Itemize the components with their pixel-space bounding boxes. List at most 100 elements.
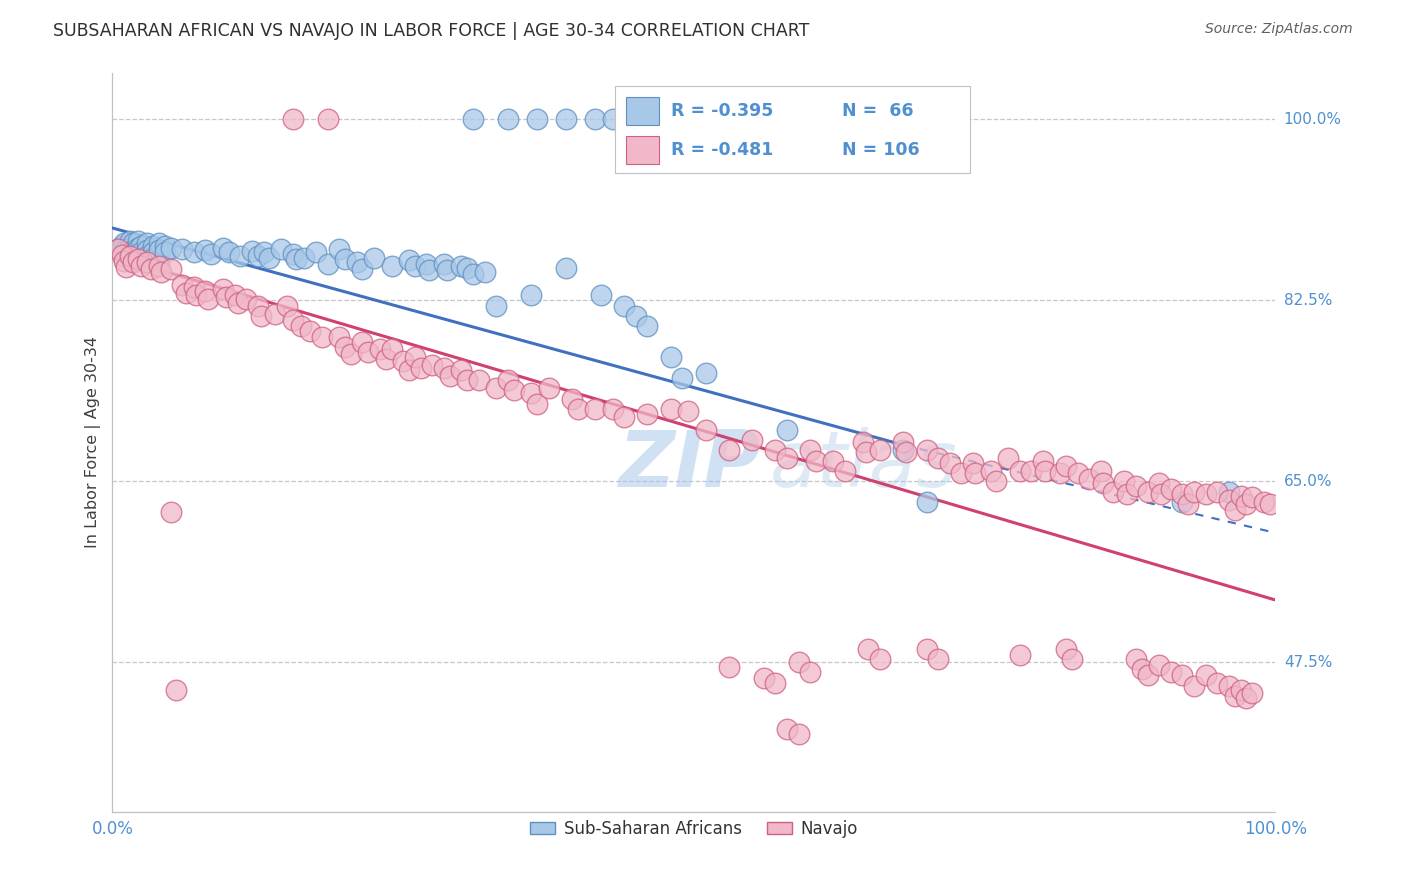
Point xyxy=(823,453,845,467)
Point xyxy=(174,286,197,301)
Point xyxy=(118,247,141,261)
Text: 65.0%: 65.0% xyxy=(1284,474,1333,489)
Point xyxy=(252,244,274,259)
Point xyxy=(997,451,1019,466)
Point xyxy=(1229,489,1251,503)
Point xyxy=(131,238,153,252)
Point xyxy=(142,244,165,259)
Point xyxy=(112,254,135,268)
Point xyxy=(346,255,368,269)
Point xyxy=(613,298,636,312)
Point xyxy=(246,249,269,263)
Point xyxy=(1008,464,1031,478)
Point xyxy=(695,423,717,437)
Point xyxy=(194,284,217,298)
Point xyxy=(328,329,350,343)
Text: R = -0.395: R = -0.395 xyxy=(671,102,773,120)
Point xyxy=(986,474,1008,488)
Point xyxy=(485,298,508,312)
Point xyxy=(172,242,194,256)
Point xyxy=(436,263,458,277)
Point xyxy=(695,112,717,127)
Point xyxy=(468,373,491,387)
Point xyxy=(456,373,478,387)
Point xyxy=(1171,486,1194,500)
Point xyxy=(212,241,235,255)
Point xyxy=(665,112,688,127)
Point xyxy=(127,241,149,255)
Point xyxy=(602,401,624,416)
Point xyxy=(418,263,440,277)
Bar xyxy=(627,96,659,125)
Point xyxy=(561,392,583,406)
Point xyxy=(235,293,257,307)
Point xyxy=(776,423,799,437)
FancyBboxPatch shape xyxy=(614,86,970,173)
Point xyxy=(136,236,159,251)
Point xyxy=(118,235,141,249)
Point xyxy=(352,334,374,349)
Point xyxy=(1223,503,1246,517)
Point xyxy=(787,727,810,741)
Point xyxy=(159,241,181,255)
Point xyxy=(763,112,786,127)
Point xyxy=(127,235,149,249)
Point xyxy=(415,257,437,271)
Point xyxy=(246,298,269,312)
Point xyxy=(1195,668,1218,682)
Point xyxy=(671,371,693,385)
Point xyxy=(1171,495,1194,509)
Point xyxy=(111,238,134,252)
Point xyxy=(409,360,432,375)
Point xyxy=(1160,483,1182,497)
Point xyxy=(676,404,699,418)
Point xyxy=(148,259,170,273)
Point xyxy=(613,410,636,425)
Point xyxy=(1234,691,1257,706)
Point xyxy=(1206,675,1229,690)
Point xyxy=(118,241,141,255)
Point xyxy=(111,248,134,262)
Point xyxy=(1130,662,1153,676)
Point xyxy=(107,242,129,256)
Point xyxy=(461,268,484,282)
Point xyxy=(891,443,914,458)
Point xyxy=(915,641,938,656)
Point xyxy=(537,381,560,395)
Point xyxy=(398,253,420,268)
Point xyxy=(851,434,873,449)
Point xyxy=(1206,484,1229,499)
Point xyxy=(136,249,159,263)
Point xyxy=(496,373,519,387)
Point xyxy=(311,329,333,343)
Point xyxy=(226,296,249,310)
Text: atlas: atlas xyxy=(769,426,957,502)
Point xyxy=(316,257,339,271)
Point xyxy=(1054,458,1077,473)
Text: Source: ZipAtlas.com: Source: ZipAtlas.com xyxy=(1205,22,1353,37)
Point xyxy=(1147,658,1170,673)
Point xyxy=(357,345,380,359)
Point xyxy=(776,451,799,466)
Point xyxy=(555,112,578,127)
Point xyxy=(183,244,205,259)
Point xyxy=(456,261,478,276)
Point xyxy=(240,244,263,258)
Point xyxy=(763,675,786,690)
Point xyxy=(136,255,159,269)
Point xyxy=(127,247,149,261)
Point xyxy=(299,324,322,338)
Point xyxy=(485,381,508,395)
Point xyxy=(224,288,246,302)
Point xyxy=(122,249,145,263)
Point xyxy=(159,505,181,519)
Point xyxy=(1019,464,1042,478)
Point xyxy=(1054,641,1077,656)
Point xyxy=(1258,497,1281,511)
Point xyxy=(404,350,426,364)
Point xyxy=(1008,648,1031,662)
Bar xyxy=(627,136,659,164)
Point xyxy=(292,251,315,265)
Point xyxy=(112,236,135,251)
Point xyxy=(526,112,548,127)
